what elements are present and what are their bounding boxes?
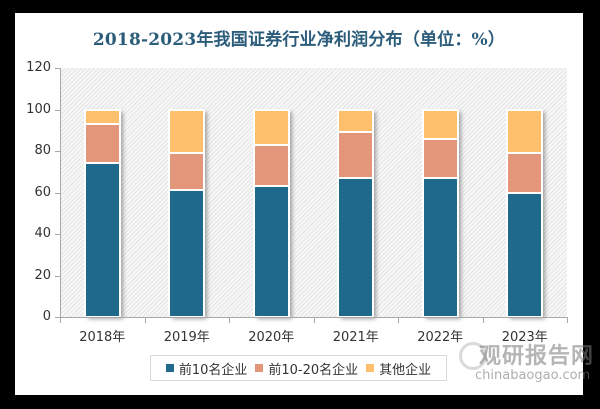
bar-segment [84,163,120,317]
y-tick [55,109,60,111]
bar-2021年 [337,108,375,318]
bar-segment [507,109,543,154]
chart-title: 2018-2023年我国证券行业净利润分布（单位：%） [92,30,506,50]
y-tick-label: 120 [26,60,51,75]
chart-card: 2018-2023年我国证券行业净利润分布（单位：%） 0 20 40 60 80 100… [15,13,593,395]
legend-swatch-icon [165,364,174,372]
bar-segment [338,109,374,133]
bar-2018年 [83,108,121,318]
legend: 前10名企业 前10-20名企业 其他企业 [150,355,447,381]
y-tick [55,68,60,69]
watermark-en: chinabaogao.com [475,368,591,383]
legend-item-top10-20: 前10-20名企业 [255,359,358,378]
bar-2019年 [168,108,206,318]
bar-segment [169,190,205,317]
y-tick-label: 100 [26,101,51,117]
y-tick [55,275,60,277]
legend-label: 前10名企业 [178,362,248,378]
x-tick [144,317,146,323]
x-tick-label: 2021年 [332,330,379,345]
x-tick-label: 2018年 [79,330,126,345]
bar-segment [422,138,458,178]
legend-swatch-icon [255,364,264,372]
watermark-logo-icon [459,342,487,370]
y-tick [55,317,60,318]
x-tick [482,317,484,323]
legend-label: 其他企业 [379,362,432,378]
x-tick [398,317,399,323]
y-tick [55,192,60,194]
y-tick [55,234,60,235]
y-axis-line [60,68,61,318]
bar-segment [84,109,120,125]
x-tick [313,317,315,323]
x-tick-label: 2023年 [501,330,548,345]
bar-segment [253,186,289,317]
bar-segment [338,132,374,178]
bar-segment [507,153,543,193]
x-tick [567,317,568,323]
bar-segment [169,153,205,191]
legend-label: 前10-20名企业 [268,362,359,378]
bar-segment [338,177,374,317]
legend-item-top10: 前10名企业 [165,359,248,378]
bar-segment [422,109,458,139]
y-tick-label: 80 [34,143,51,158]
bar-segment [84,124,120,164]
y-tick-label: 20 [34,267,51,283]
bar-segment [507,192,543,317]
bar-segment [169,109,205,154]
plot-area [60,68,567,318]
bar-segment [253,144,289,187]
bar-segment [253,109,289,145]
x-tick [60,317,61,323]
legend-item-others: 其他企业 [366,359,431,378]
legend-swatch-icon [366,364,375,372]
x-tick-label: 2022年 [417,330,464,345]
bar-2023年 [506,108,544,318]
y-tick [55,151,60,152]
y-tick-label: 0 [42,309,51,324]
x-tick-label: 2019年 [163,330,210,345]
y-tick-label: 40 [34,226,51,241]
bar-segment [422,177,458,317]
bar-2020年 [252,108,290,318]
bar-2022年 [421,108,459,318]
watermark: 观研报告网 chinabaogao.com [459,338,600,398]
x-tick [229,317,230,323]
x-tick-label: 2020年 [248,330,295,345]
y-tick-label: 60 [34,184,51,200]
